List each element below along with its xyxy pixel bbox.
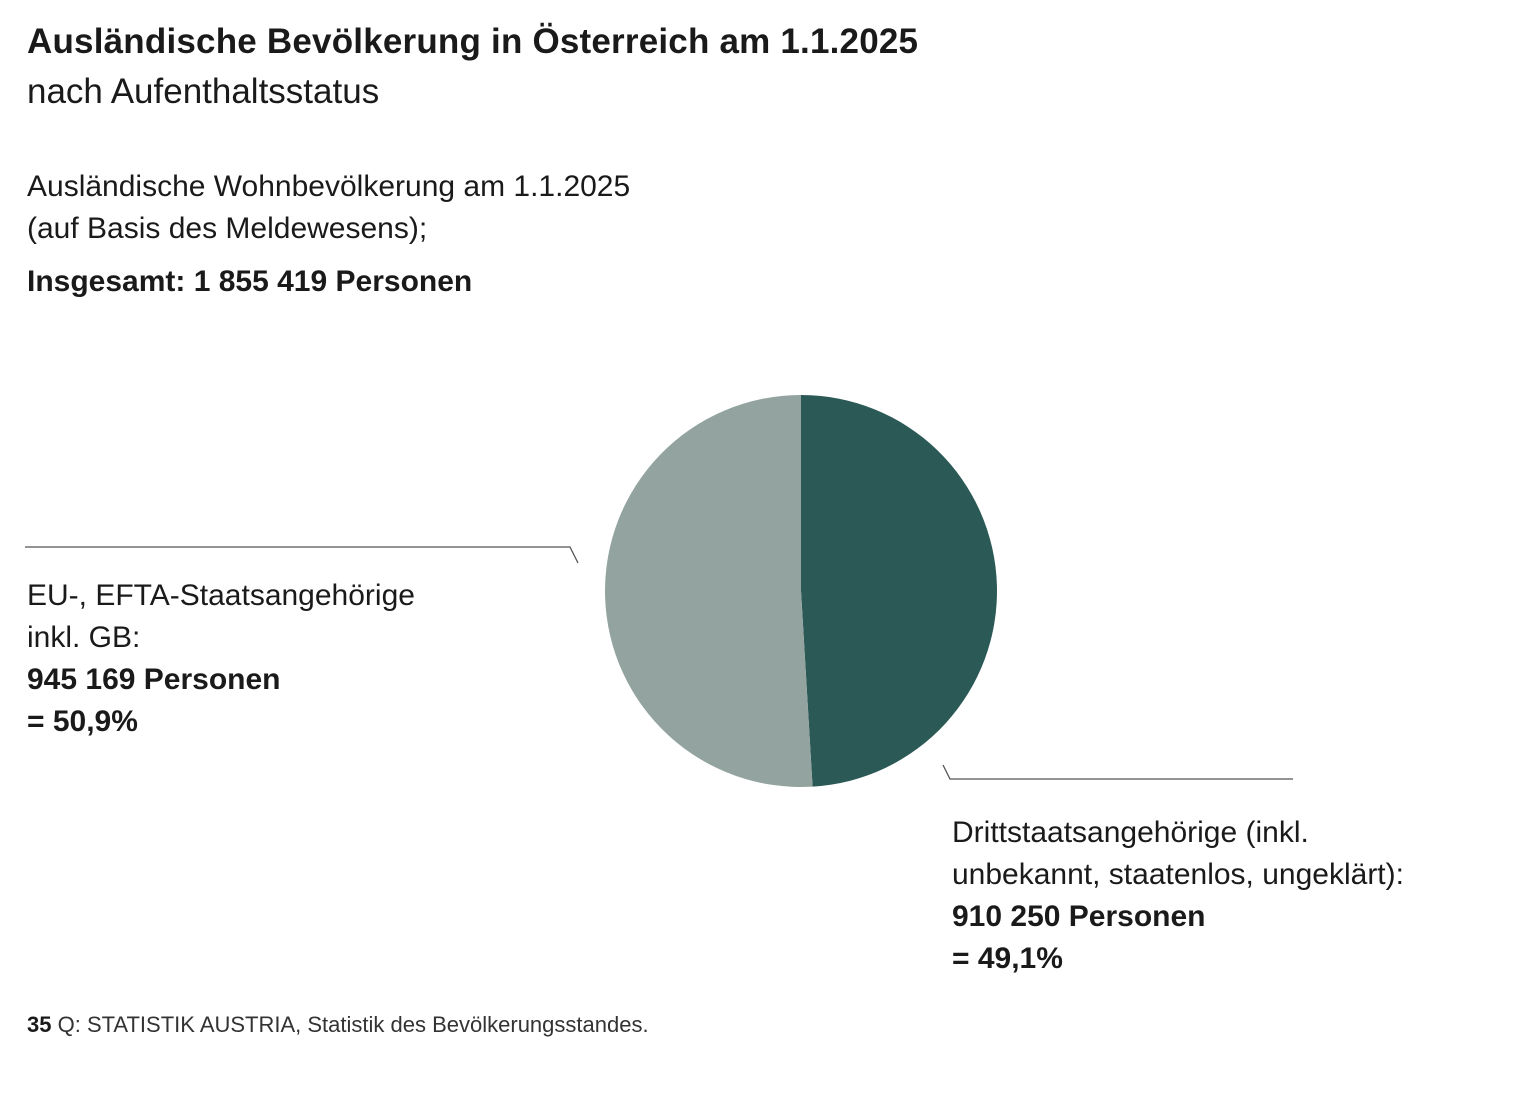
slice-label-eu-line1: EU-, EFTA-Staatsangehörige [27,579,415,612]
leader-line-eu [25,546,579,564]
source-text: Q: STATISTIK AUSTRIA, Statistik des Bevö… [57,1012,649,1037]
slice-label-third: Drittstaatsangehörige (inkl. unbekannt, … [952,812,1404,980]
slice-percent-third: = 49,1% [952,942,1063,975]
slice-label-eu: EU-, EFTA-Staatsangehörige inkl. GB: 945… [27,575,415,743]
pie-slice-third-country [801,395,998,787]
chart-subtitle: nach Aufenthaltsstatus [27,72,380,111]
chart-title: Ausländische Bevölkerung in Österreich a… [27,22,919,61]
description-line-2: (auf Basis des Meldewesens); [27,212,428,245]
slice-label-third-line2: unbekannt, staatenlos, ungeklärt): [952,858,1404,891]
slice-percent-eu: = 50,9% [27,705,138,738]
total-label: Insgesamt: 1 855 419 Personen [27,265,473,298]
slice-value-third: 910 250 Personen [952,900,1206,933]
source-note: 35 Q: STATISTIK AUSTRIA, Statistik des B… [27,1012,649,1038]
pie-slice-eu-efta [605,395,813,787]
description-line-1: Ausländische Wohnbevölkerung am 1.1.2025 [27,170,631,203]
slice-label-third-line1: Drittstaatsangehörige (inkl. [952,816,1309,849]
leader-line-third [942,764,1293,780]
slice-value-eu: 945 169 Personen [27,663,281,696]
slice-label-eu-line2: inkl. GB: [27,621,141,654]
figure-number: 35 [27,1012,52,1037]
